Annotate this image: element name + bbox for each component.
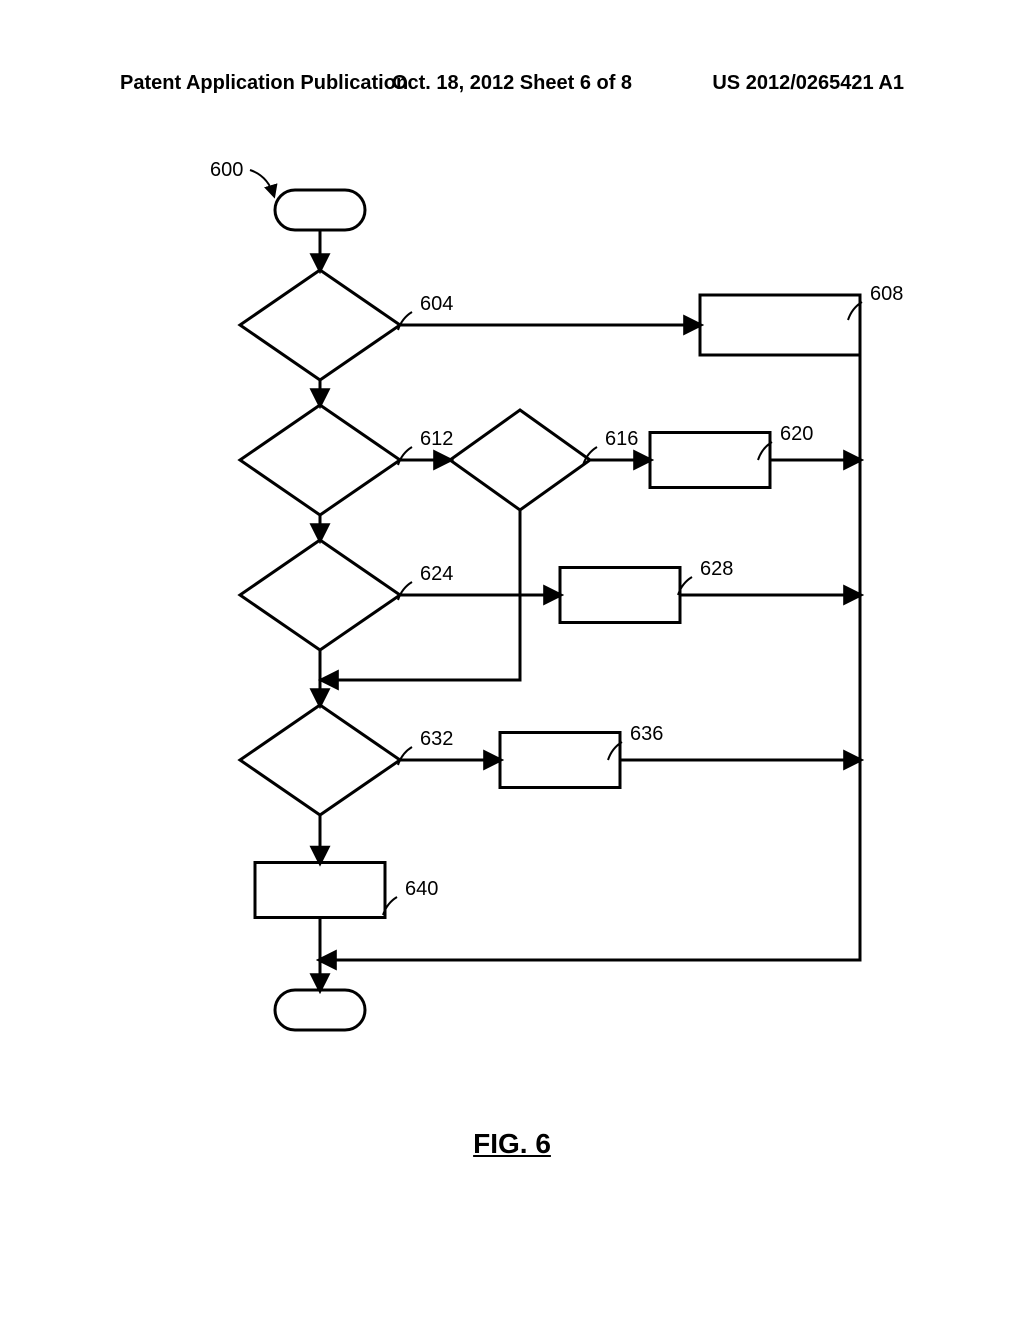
node-d604	[240, 270, 400, 380]
ref-label-main: 600	[210, 159, 243, 181]
node-p640	[255, 863, 385, 918]
node-p628	[560, 568, 680, 623]
node-end	[275, 990, 365, 1030]
ref-label-640: 640	[405, 878, 438, 900]
ref-label-608: 608	[870, 283, 903, 305]
figure-caption: FIG. 6	[473, 1128, 551, 1160]
node-p636	[500, 733, 620, 788]
edge-bus-to-end	[320, 355, 860, 960]
ref-label-624: 624	[420, 563, 453, 585]
ref-label-632: 632	[420, 728, 453, 750]
page: Patent Application Publication Oct. 18, …	[0, 0, 1024, 1320]
flowchart-svg: 604 608 612 616 620 624 628 632 636 640 600	[100, 150, 920, 1070]
header-center: Oct. 18, 2012 Sheet 6 of 8	[392, 72, 632, 95]
node-d632	[240, 705, 400, 815]
node-d616	[450, 410, 590, 510]
node-p620	[650, 433, 770, 488]
ref-label-628: 628	[700, 558, 733, 580]
node-p608	[700, 295, 860, 355]
node-start	[275, 190, 365, 230]
node-d624	[240, 540, 400, 650]
ref-label-616: 616	[605, 428, 638, 450]
page-header: Patent Application Publication Oct. 18, …	[0, 72, 1024, 95]
ref-label-620: 620	[780, 423, 813, 445]
header-right: US 2012/0265421 A1	[712, 72, 904, 95]
ref-label-636: 636	[630, 723, 663, 745]
ref-label-612: 612	[420, 428, 453, 450]
node-d612	[240, 405, 400, 515]
header-left: Patent Application Publication	[120, 72, 408, 95]
ref-label-604: 604	[420, 293, 453, 315]
